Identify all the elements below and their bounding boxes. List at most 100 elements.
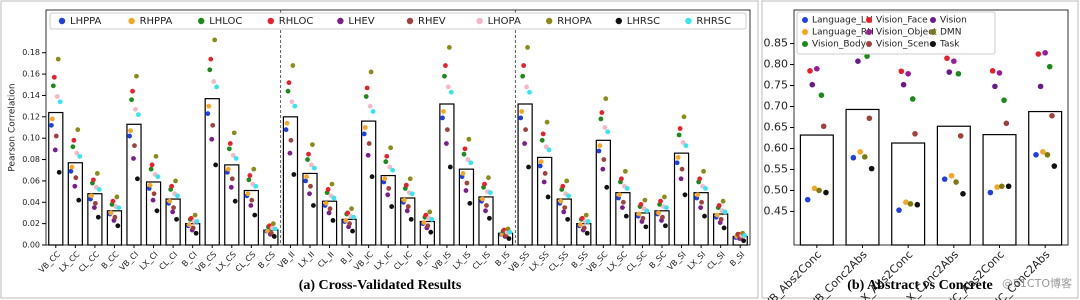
dot [57,99,63,105]
dot [212,37,218,43]
dot [636,211,642,217]
dot [564,178,570,184]
dot [95,214,101,220]
legend-label: Vision_Face [876,16,928,26]
dot [351,214,356,220]
dot [561,209,567,215]
dot [384,153,390,159]
dot [194,219,200,224]
dot [72,183,78,189]
dot [68,168,74,174]
dot [190,225,196,231]
dot [225,166,231,172]
dot [307,191,312,197]
dot [643,224,649,230]
dot [447,164,453,170]
y-tick-label: 0.18 [22,48,40,57]
dot [75,127,81,133]
x-tick-label: CL_SI [705,250,727,272]
dot [656,210,661,216]
dot [861,154,868,160]
legend-label: RHOPA [557,16,592,27]
dot [638,202,644,207]
dot [272,226,278,232]
dot [405,204,411,209]
dot [309,162,314,168]
dot [660,214,665,220]
dot [401,197,407,203]
x-tick-label: VB_CC [37,250,62,275]
dot [73,175,79,181]
dot [741,238,747,244]
dot [170,209,176,215]
dot [383,159,389,165]
x-tick-label: VB_CI [118,250,141,273]
dot [537,163,543,169]
dot [89,193,94,199]
dot [347,221,352,227]
dot [820,123,827,130]
dot [149,162,155,168]
x-tick-label: CL_SC [625,250,649,274]
dot [96,187,102,192]
dot [622,168,628,174]
dot [604,184,610,190]
dot [850,154,857,161]
dot [620,205,625,211]
x-tick-label: VB_SC [585,250,610,275]
dot [54,94,60,99]
x-tick-label: VB_IC [352,250,375,273]
dot [560,183,566,189]
legend-marker [802,41,808,47]
dot [579,215,585,221]
dot [703,185,708,191]
y-tick-label: 0.65 [764,121,789,134]
dot [349,206,354,212]
dot [214,84,220,90]
dot [620,199,626,205]
dot [486,175,491,181]
dot [461,151,467,157]
legend-marker [802,29,808,35]
dot [211,79,217,84]
dot [245,191,251,197]
dot [989,68,996,74]
dot [303,178,308,184]
dot [173,178,178,184]
dot [69,164,75,170]
dot [642,197,648,203]
dot [369,174,375,180]
dot [153,153,159,159]
dot [960,191,966,197]
dot [147,182,153,188]
dot [305,157,310,162]
dot [480,196,485,202]
bar [380,174,396,246]
dot [1005,183,1012,190]
watermark: @51CTO博客 [1002,276,1072,290]
x-tick-label: VB_SI [666,250,688,272]
dot [308,183,313,189]
dot [186,222,192,228]
dot [155,174,161,180]
legend-label: RHEV [418,16,446,27]
dot [227,141,233,146]
legend-label: Vision_Body [812,40,867,50]
dot [605,129,611,135]
dot [903,199,909,205]
dot [291,172,297,177]
dot [441,109,446,114]
y-tick-label: 0.55 [764,162,789,175]
dot [488,190,493,196]
dot [232,198,238,204]
dot [1003,120,1010,127]
x-tick-label: CL_II [316,250,336,270]
dot [662,194,667,200]
x-tick-label: B_SI [728,250,746,268]
x-tick-label: VB_II [276,250,296,270]
dot [366,141,372,146]
bar [982,134,1017,246]
dot [445,84,451,90]
dot [188,215,194,221]
legend-box [796,11,996,55]
